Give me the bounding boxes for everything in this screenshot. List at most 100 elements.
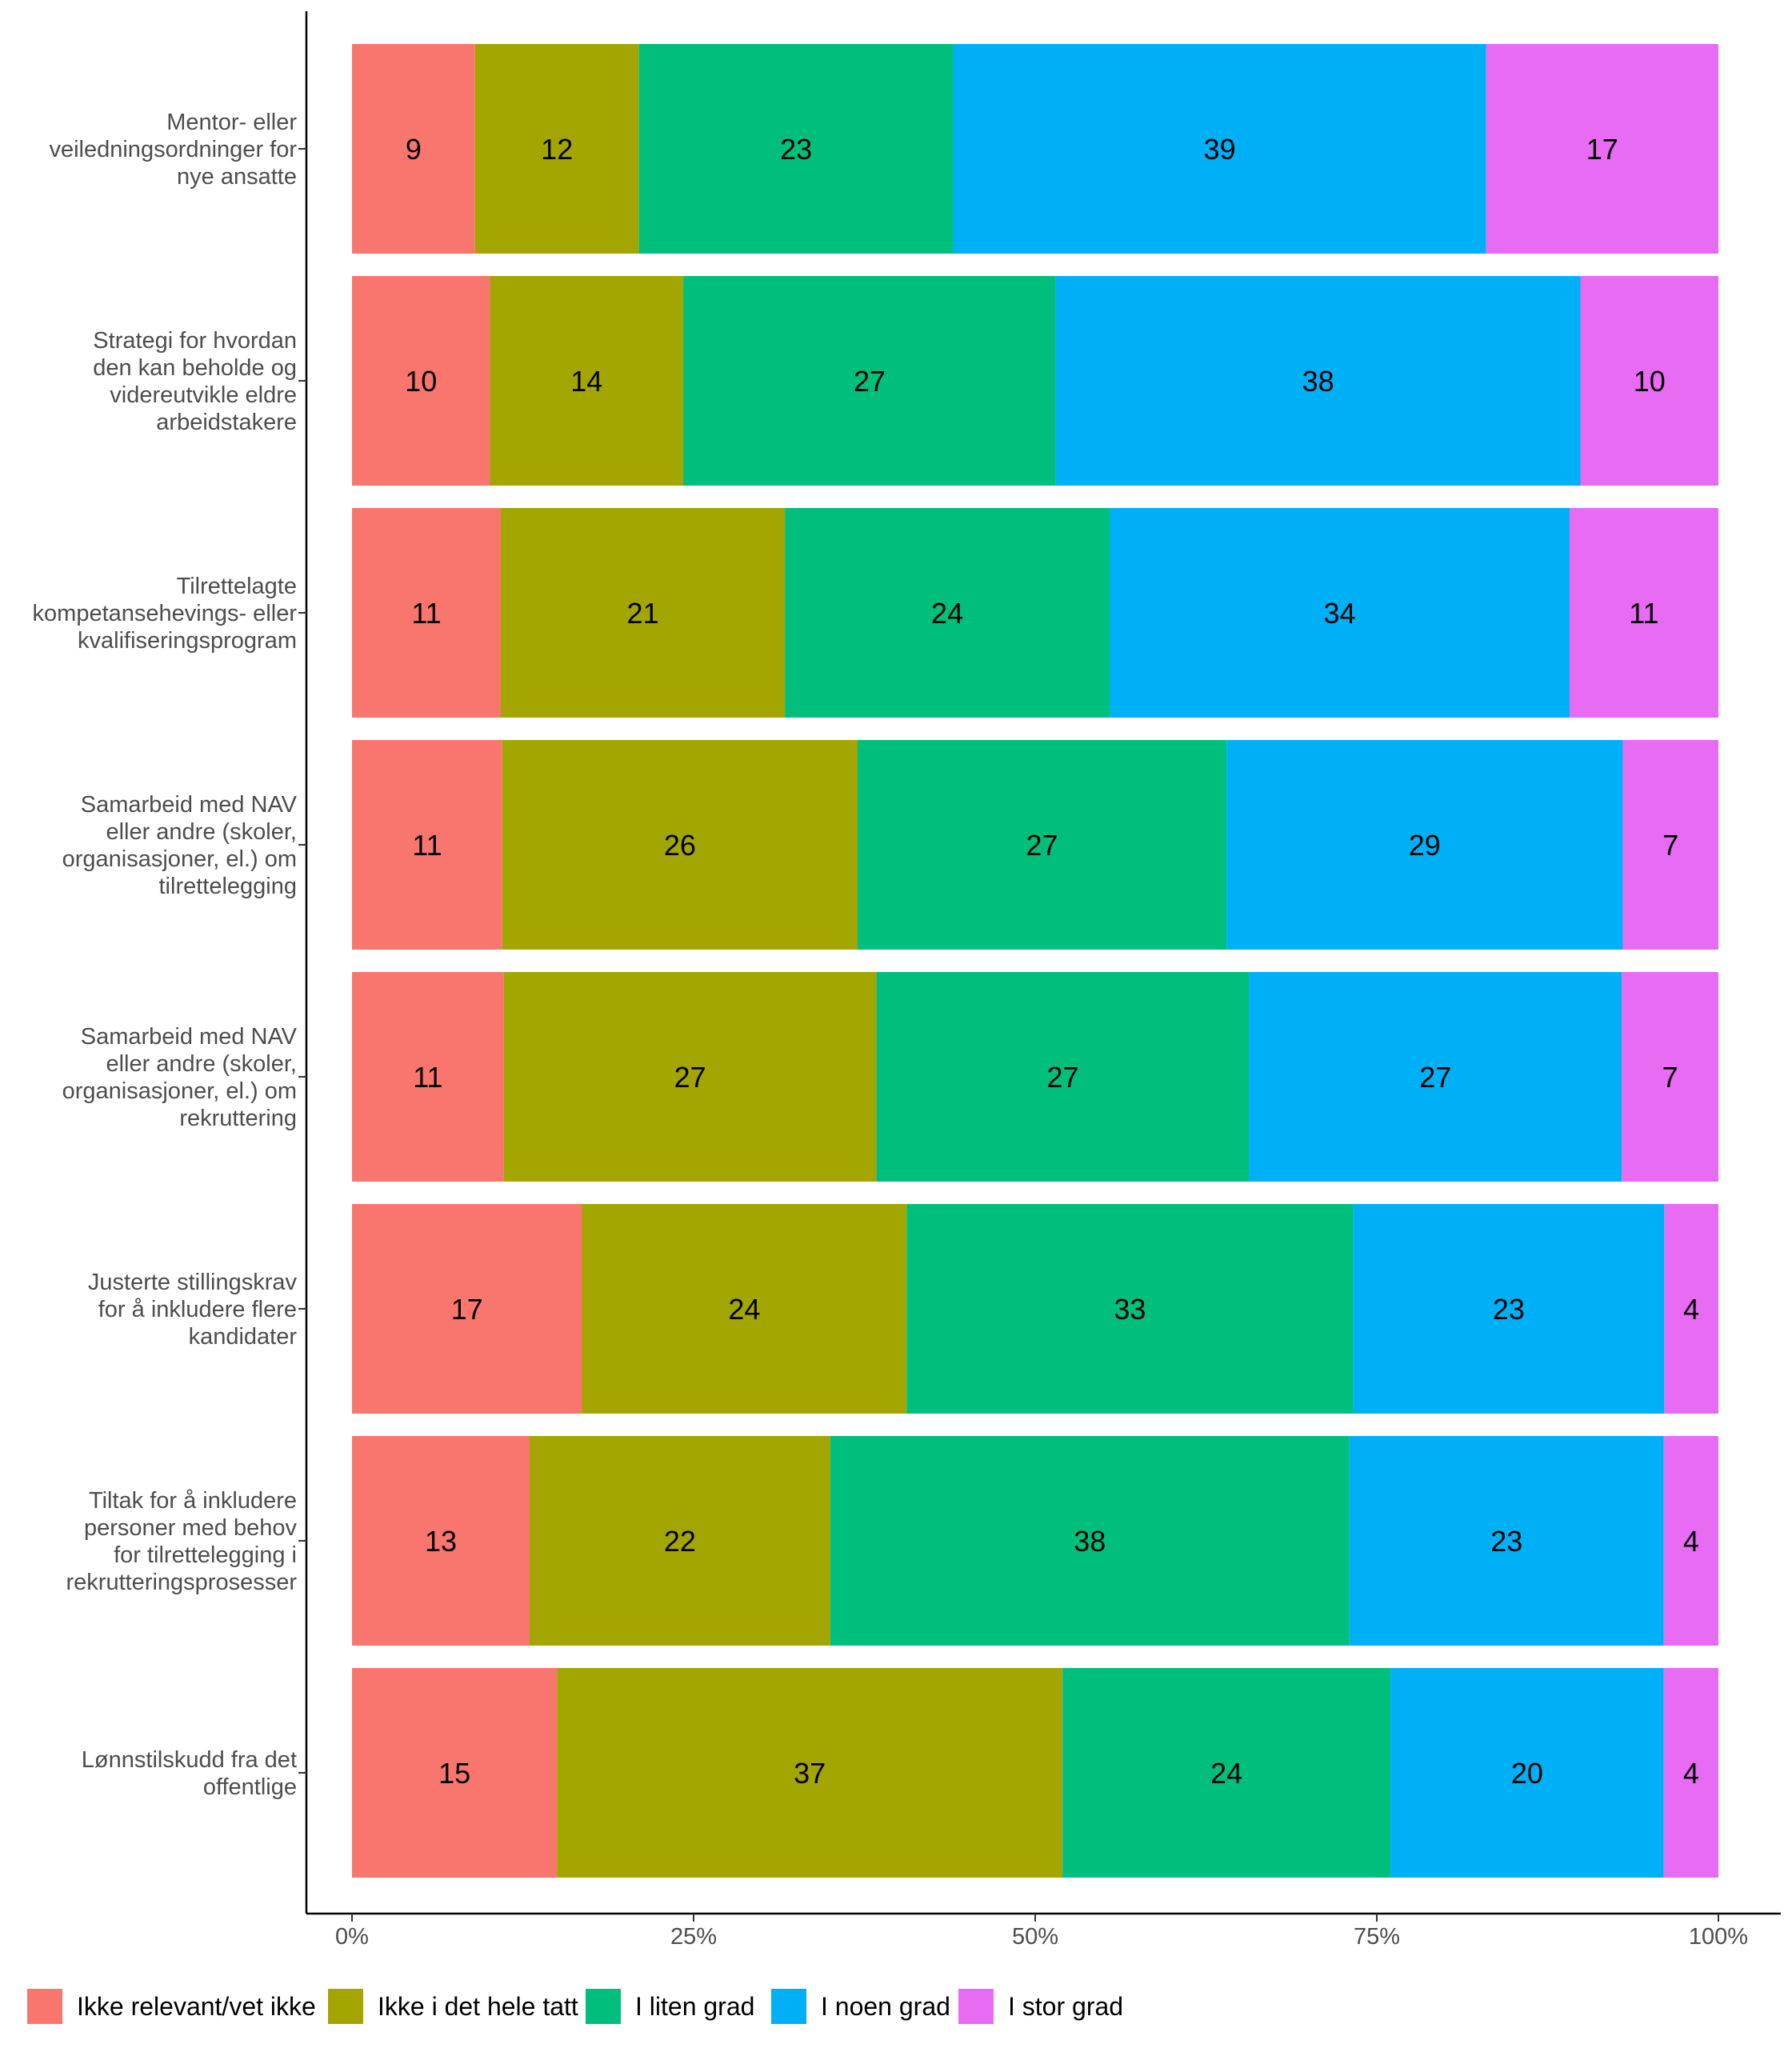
- legend-swatch: [771, 1989, 806, 2024]
- bar-segment: [490, 276, 684, 486]
- bar-value-label: 11: [413, 1061, 442, 1094]
- legend-label: I liten grad: [635, 1992, 754, 2021]
- legend-swatch: [328, 1989, 363, 2024]
- category-label: Samarbeid med NAV eller andre (skoler, org…: [62, 1024, 298, 1131]
- category-label: Lønnstilskudd fra det offentlige: [82, 1747, 297, 1800]
- bar-segment: [1353, 1204, 1665, 1414]
- bar-segment: [474, 44, 639, 254]
- bar-value-label: 38: [1074, 1525, 1106, 1558]
- bar-value-label: 27: [674, 1061, 706, 1094]
- bar-value-label: 7: [1662, 1061, 1678, 1094]
- bar-segment: [857, 740, 1227, 950]
- x-tick-label: 100%: [1689, 1924, 1748, 1950]
- bar-value-label: 13: [425, 1525, 457, 1558]
- bar-value-label: 29: [1409, 829, 1441, 862]
- x-tick-label: 0%: [335, 1924, 369, 1950]
- bar-value-label: 39: [1204, 133, 1236, 166]
- bar-segment: [1622, 740, 1718, 950]
- legend-label: Ikke i det hele tatt: [378, 1992, 578, 2021]
- bar-value-label: 4: [1683, 1757, 1699, 1790]
- bar-segment: [1249, 972, 1622, 1182]
- bar-segment: [352, 740, 502, 950]
- bar-value-label: 7: [1662, 829, 1678, 862]
- category-label: Mentor- eller veiledningsordninger for nye…: [49, 110, 297, 190]
- bar-value-label: 22: [664, 1525, 696, 1558]
- bar-value-label: 11: [412, 829, 442, 862]
- bar-value-label: 24: [728, 1293, 760, 1326]
- bar-segment: [1486, 44, 1718, 254]
- legend-swatch: [958, 1989, 994, 2024]
- bar-value-label: 34: [1323, 597, 1355, 630]
- bar-value-label: 11: [411, 597, 441, 630]
- bar-segment: [1349, 1436, 1664, 1646]
- bar-segment: [352, 1204, 582, 1414]
- bar-segment: [830, 1436, 1350, 1646]
- bar-value-label: 27: [1046, 1061, 1078, 1094]
- bar-value-label: 12: [541, 133, 573, 166]
- category-label: Strategi for hvordan den kan beholde og vi…: [93, 328, 297, 435]
- bar-value-label: 33: [1114, 1293, 1146, 1326]
- bar-value-label: 37: [794, 1757, 826, 1790]
- bar-value-label: 9: [406, 133, 422, 166]
- bar-segment: [501, 508, 786, 718]
- bar-value-label: 23: [780, 133, 812, 166]
- bar-segment: [352, 508, 502, 718]
- bar-value-label: 23: [1490, 1525, 1522, 1558]
- bar-segment: [503, 972, 877, 1182]
- bar-value-label: 24: [1210, 1757, 1242, 1790]
- bar-value-label: 17: [1586, 133, 1618, 166]
- bar-segment: [1390, 1668, 1664, 1878]
- bar-value-label: 20: [1511, 1757, 1543, 1790]
- category-label: Tiltak for å inkludere personer med behov…: [66, 1488, 298, 1595]
- category-label: Justerte stillingskrav for å inkludere fl…: [88, 1270, 298, 1350]
- bar-segment: [1110, 508, 1570, 718]
- bar-value-label: 10: [1634, 365, 1666, 398]
- bar-segment: [1062, 1668, 1391, 1878]
- bar-segment: [352, 44, 475, 254]
- bar-value-label: 14: [570, 365, 602, 398]
- bar-value-label: 10: [405, 365, 437, 398]
- legend-swatch: [27, 1989, 62, 2024]
- legend-label: I stor grad: [1008, 1992, 1123, 2021]
- bar-value-label: 27: [1026, 829, 1058, 862]
- legend-label: I noen grad: [821, 1992, 950, 2021]
- bar-segment: [530, 1436, 830, 1646]
- bar-segment: [1663, 1436, 1718, 1646]
- bar-value-label: 26: [664, 829, 696, 862]
- category-label: Samarbeid med NAV eller andre (skoler, org…: [62, 792, 298, 899]
- bar-value-label: 11: [1629, 597, 1658, 630]
- bar-value-label: 21: [627, 597, 659, 630]
- x-tick-label: 25%: [670, 1924, 717, 1950]
- bar-segment: [352, 972, 504, 1182]
- bar-segment: [683, 276, 1056, 486]
- bar-segment: [906, 1204, 1354, 1414]
- bar-value-label: 27: [854, 365, 886, 398]
- bar-segment: [1580, 276, 1718, 486]
- bar-segment: [352, 1668, 558, 1878]
- bar-segment: [502, 740, 858, 950]
- bar-segment: [953, 44, 1486, 254]
- bar-segment: [1622, 972, 1718, 1182]
- bar-segment: [1569, 508, 1718, 718]
- bar-segment: [1055, 276, 1581, 486]
- bar-segment: [557, 1668, 1063, 1878]
- bar-value-label: 4: [1683, 1525, 1699, 1558]
- bar-value-label: 23: [1493, 1293, 1525, 1326]
- bar-segment: [1664, 1204, 1718, 1414]
- bar-value-label: 17: [451, 1293, 483, 1326]
- x-tick-label: 50%: [1012, 1924, 1058, 1950]
- bar-segment: [876, 972, 1250, 1182]
- legend-swatch: [586, 1989, 621, 2024]
- legend-label: Ikke relevant/vet ikke: [77, 1992, 316, 2021]
- bar-value-label: 27: [1419, 1061, 1451, 1094]
- bar-segment: [582, 1204, 907, 1414]
- category-label: Tilrettelagte kompetansehevings- eller kva…: [33, 574, 298, 654]
- bar-segment: [785, 508, 1110, 718]
- bar-value-label: 38: [1302, 365, 1334, 398]
- bar-segment: [1226, 740, 1623, 950]
- bar-segment: [1663, 1668, 1718, 1878]
- bar-segment: [352, 276, 490, 486]
- bar-segment: [638, 44, 954, 254]
- x-tick-label: 75%: [1354, 1924, 1400, 1950]
